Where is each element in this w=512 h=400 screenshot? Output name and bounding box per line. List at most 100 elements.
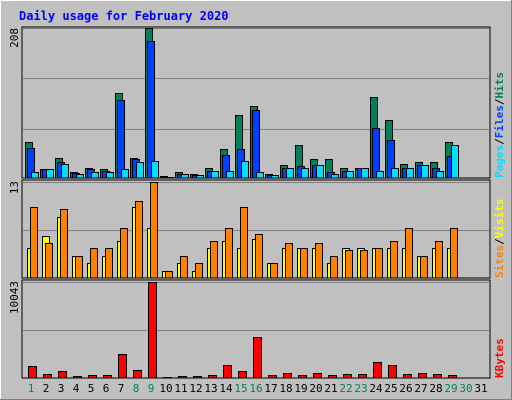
x-label-day-28: 28 — [429, 382, 442, 395]
x-label-day-27: 27 — [414, 382, 427, 395]
x-label-day-14: 14 — [219, 382, 233, 395]
bar-sites-day-13 — [210, 241, 218, 279]
bar-pages-day-12 — [196, 175, 204, 179]
bar-sites-day-29 — [450, 228, 458, 279]
x-label-day-21: 21 — [324, 382, 337, 395]
bar-kbytes-day-24 — [373, 362, 382, 379]
bar-pages-day-14 — [226, 171, 234, 179]
hits-legend: Pages/Files/Hits — [493, 72, 506, 178]
x-label-day-10: 10 — [159, 382, 172, 395]
bar-pages-day-19 — [301, 168, 309, 179]
x-label-day-1: 1 — [28, 382, 35, 395]
x-label-day-3: 3 — [58, 382, 65, 395]
bar-pages-day-22 — [346, 171, 354, 179]
bar-kbytes-day-21 — [328, 375, 337, 379]
x-label-day-25: 25 — [384, 382, 397, 395]
bar-kbytes-day-16 — [253, 337, 262, 379]
bar-pages-day-11 — [181, 174, 189, 179]
bar-sites-day-15 — [240, 207, 248, 279]
bar-pages-day-26 — [406, 168, 414, 179]
chart-title: Daily usage for February 2020 — [19, 9, 229, 23]
x-label-day-16: 16 — [249, 382, 262, 395]
x-label-day-8: 8 — [133, 382, 140, 395]
x-label-day-13: 13 — [204, 382, 217, 395]
x-label-day-30: 30 — [459, 382, 472, 395]
x-axis-labels: 1 2 3 4 5 6 7 8 9 10 11 12 13 14 15 16 17 18 19 20 21 22 23 24 2… — [28, 382, 488, 395]
bar-pages-day-9 — [151, 161, 159, 179]
bar-sites-day-19 — [300, 248, 308, 279]
bar-kbytes-day-2 — [43, 374, 52, 379]
bar-kbytes-day-11 — [178, 376, 187, 379]
bar-files-day-7 — [117, 100, 125, 179]
bar-pages-day-15 — [241, 161, 249, 179]
bar-pages-day-5 — [91, 172, 99, 179]
bar-pages-day-6 — [106, 172, 114, 179]
bar-kbytes-day-15 — [238, 371, 247, 379]
bar-kbytes-day-27 — [418, 373, 427, 379]
bar-kbytes-day-28 — [433, 374, 442, 379]
kbytes-legend: KBytes — [493, 338, 506, 378]
bar-kbytes-day-25 — [388, 365, 397, 379]
x-label-day-4: 4 — [73, 382, 80, 395]
x-label-day-20: 20 — [309, 382, 322, 395]
bar-sites-day-4 — [75, 256, 83, 279]
bar-pages-day-3 — [61, 164, 69, 179]
bar-kbytes-day-22 — [343, 374, 352, 379]
x-label-day-7: 7 — [118, 382, 125, 395]
bar-sites-day-26 — [405, 228, 413, 279]
bar-kbytes-day-12 — [193, 376, 202, 379]
bar-kbytes-day-29 — [448, 375, 457, 379]
hits-ymax-label: 208 — [8, 28, 21, 48]
legend-pages: Pages — [493, 145, 506, 178]
x-label-day-26: 26 — [399, 382, 412, 395]
bar-pages-day-20 — [316, 165, 324, 179]
bar-kbytes-day-10 — [163, 377, 172, 379]
bar-sites-day-11 — [180, 256, 188, 279]
x-label-day-22: 22 — [339, 382, 352, 395]
bar-sites-day-8 — [135, 201, 143, 279]
bar-pages-day-16 — [256, 172, 264, 179]
bar-kbytes-day-23 — [358, 374, 367, 379]
bar-kbytes-day-26 — [403, 374, 412, 379]
legend-kbytes: KBytes — [493, 338, 506, 378]
bar-sites-day-9 — [150, 182, 158, 279]
bar-pages-day-25 — [391, 168, 399, 179]
bar-kbytes-day-6 — [103, 375, 112, 379]
bar-sites-day-5 — [90, 248, 98, 279]
bar-sites-day-10 — [165, 271, 173, 279]
bar-kbytes-day-17 — [268, 375, 277, 379]
bar-pages-day-17 — [271, 175, 279, 179]
bar-sites-day-17 — [270, 263, 278, 279]
x-label-day-2: 2 — [43, 382, 50, 395]
kbytes-ymax-label: 10043 — [8, 281, 21, 314]
bar-sites-day-21 — [330, 256, 338, 279]
bar-pages-day-28 — [436, 171, 444, 179]
bar-sites-day-27 — [420, 256, 428, 279]
bar-files-day-9 — [147, 41, 155, 179]
bar-files-day-16 — [252, 110, 260, 179]
legend-visits: Visits — [493, 199, 506, 239]
x-label-day-24: 24 — [369, 382, 383, 395]
bar-kbytes-day-8 — [133, 370, 142, 379]
bar-sites-day-20 — [315, 243, 323, 279]
bar-pages-day-1 — [31, 172, 39, 179]
bar-sites-day-6 — [105, 248, 113, 279]
bar-pages-day-8 — [136, 162, 144, 179]
bar-sites-day-24 — [375, 248, 383, 279]
bar-sites-day-22 — [345, 250, 353, 279]
legend-sep-2: / — [493, 98, 506, 105]
bar-pages-day-27 — [421, 165, 429, 179]
bar-kbytes-day-19 — [298, 375, 307, 379]
x-label-day-5: 5 — [88, 382, 95, 395]
bar-kbytes-day-20 — [313, 373, 322, 379]
bar-pages-day-23 — [361, 168, 369, 179]
bar-pages-day-2 — [46, 169, 54, 179]
bar-kbytes-day-18 — [283, 373, 292, 379]
bar-pages-day-21 — [331, 174, 339, 179]
bar-pages-day-10 — [166, 177, 174, 179]
bar-kbytes-day-7 — [118, 354, 127, 379]
bar-kbytes-day-4 — [73, 376, 82, 379]
